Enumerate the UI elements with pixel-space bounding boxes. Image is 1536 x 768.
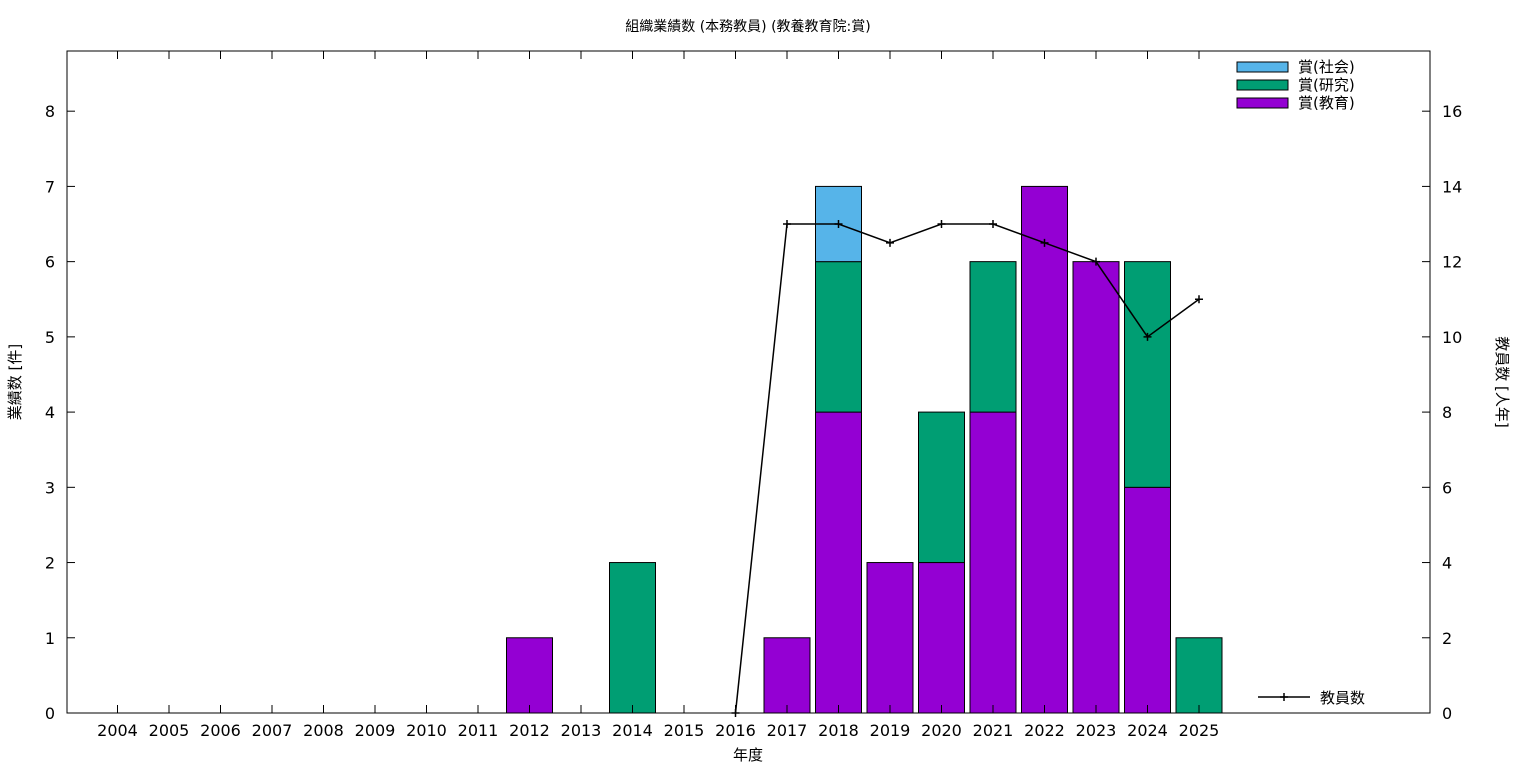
y2-tick-label: 6	[1442, 478, 1452, 497]
x-tick-label: 2008	[303, 721, 344, 740]
y-tick-label: 2	[45, 554, 55, 573]
y-axis-title: 業績数 [件]	[6, 344, 24, 420]
bar-2021-series-1	[969, 261, 1017, 413]
line-point-2018	[834, 220, 843, 229]
line-point-2019	[886, 238, 894, 247]
y-tick-label: 6	[45, 253, 55, 272]
x-tick-label: 2012	[509, 721, 550, 740]
y2-tick-label: 4	[1442, 554, 1452, 573]
y-tick-label: 7	[45, 177, 55, 196]
x-tick-label: 2013	[561, 721, 602, 740]
y2-tick-label: 8	[1442, 403, 1452, 422]
y-tick-label: 4	[45, 403, 55, 422]
y2-tick-label: 0	[1442, 704, 1452, 723]
bar-2017-series-0	[763, 637, 811, 714]
line-point-2017	[783, 220, 791, 229]
legend-label: 賞(研究)	[1298, 76, 1355, 94]
y2-tick-label: 12	[1442, 253, 1462, 272]
x-tick-label: 2024	[1127, 721, 1168, 740]
x-tick-label: 2019	[870, 721, 911, 740]
x-tick-label: 2016	[715, 721, 756, 740]
line-point-2025	[1195, 295, 1203, 304]
line-series-teachers	[734, 223, 1200, 714]
bar-2014-series-1	[609, 562, 656, 714]
bar-2021-series-0	[969, 411, 1017, 714]
x-tick-label: 2006	[200, 721, 241, 740]
bar-2012-series-0	[506, 637, 553, 714]
x-tick-label: 2020	[921, 721, 962, 740]
bar-2020-series-0	[918, 562, 965, 714]
line-point-2021	[989, 220, 997, 229]
legend-line-marker	[1280, 693, 1288, 701]
bar-2020-series-1	[918, 411, 965, 564]
legend: 賞(社会)賞(研究)賞(教育) 教員数	[1236, 58, 1365, 707]
y-tick-label: 1	[45, 629, 55, 648]
bar-2022-series-0	[1021, 185, 1068, 714]
y2-axis-title: 教員数 [人年]	[1493, 336, 1511, 427]
x-tick-label: 2017	[767, 721, 808, 740]
y2-tick-label: 14	[1442, 177, 1462, 196]
x-tick-label: 2022	[1024, 721, 1065, 740]
line-point-2022	[1040, 238, 1049, 247]
bar-2024-series-0	[1124, 486, 1171, 714]
x-tick-label: 2011	[458, 721, 499, 740]
bar-2018-series-0	[815, 411, 862, 714]
x-tick-label: 2021	[973, 721, 1014, 740]
plot-frame	[66, 50, 1431, 714]
y-tick-label: 3	[45, 478, 55, 497]
legend-label: 賞(社会)	[1298, 58, 1355, 76]
bar-2018-series-1	[815, 261, 862, 413]
chart-title: 組織業績数 (本務教員) (教養教育院:賞)	[625, 18, 870, 35]
x-tick-label: 2015	[664, 721, 705, 740]
bar-2019-series-0	[866, 562, 914, 714]
y2-tick-label: 16	[1442, 102, 1462, 121]
legend-label: 賞(教育)	[1298, 94, 1355, 112]
x-axis-title: 年度	[733, 746, 763, 764]
legend-swatch	[1236, 97, 1289, 109]
bar-2025-series-1	[1175, 637, 1223, 714]
x-tick-label: 2023	[1076, 721, 1117, 740]
line-point-2023	[1092, 257, 1100, 266]
y-tick-label: 0	[45, 704, 55, 723]
x-tick-label: 2009	[355, 721, 396, 740]
y-tick-label: 5	[45, 328, 55, 347]
x-tick-label: 2014	[612, 721, 653, 740]
bar-2023-series-0	[1072, 261, 1120, 714]
line-point-2020	[937, 220, 946, 229]
x-tick-label: 2005	[149, 721, 190, 740]
x-tick-label: 2004	[97, 721, 138, 740]
legend-swatch	[1236, 61, 1289, 73]
legend-label-line: 教員数	[1320, 689, 1365, 707]
x-tick-label: 2018	[818, 721, 859, 740]
line-point-2024	[1143, 332, 1152, 341]
plot-area	[506, 185, 1223, 717]
bar-2024-series-1	[1124, 261, 1171, 488]
y2-tick-label: 10	[1442, 328, 1462, 347]
legend-swatch	[1236, 79, 1289, 91]
x-tick-label: 2007	[252, 721, 293, 740]
x-tick-label: 2010	[406, 721, 447, 740]
x-tick-label: 2025	[1179, 721, 1220, 740]
y2-tick-label: 2	[1442, 629, 1452, 648]
y-tick-label: 8	[45, 102, 55, 121]
